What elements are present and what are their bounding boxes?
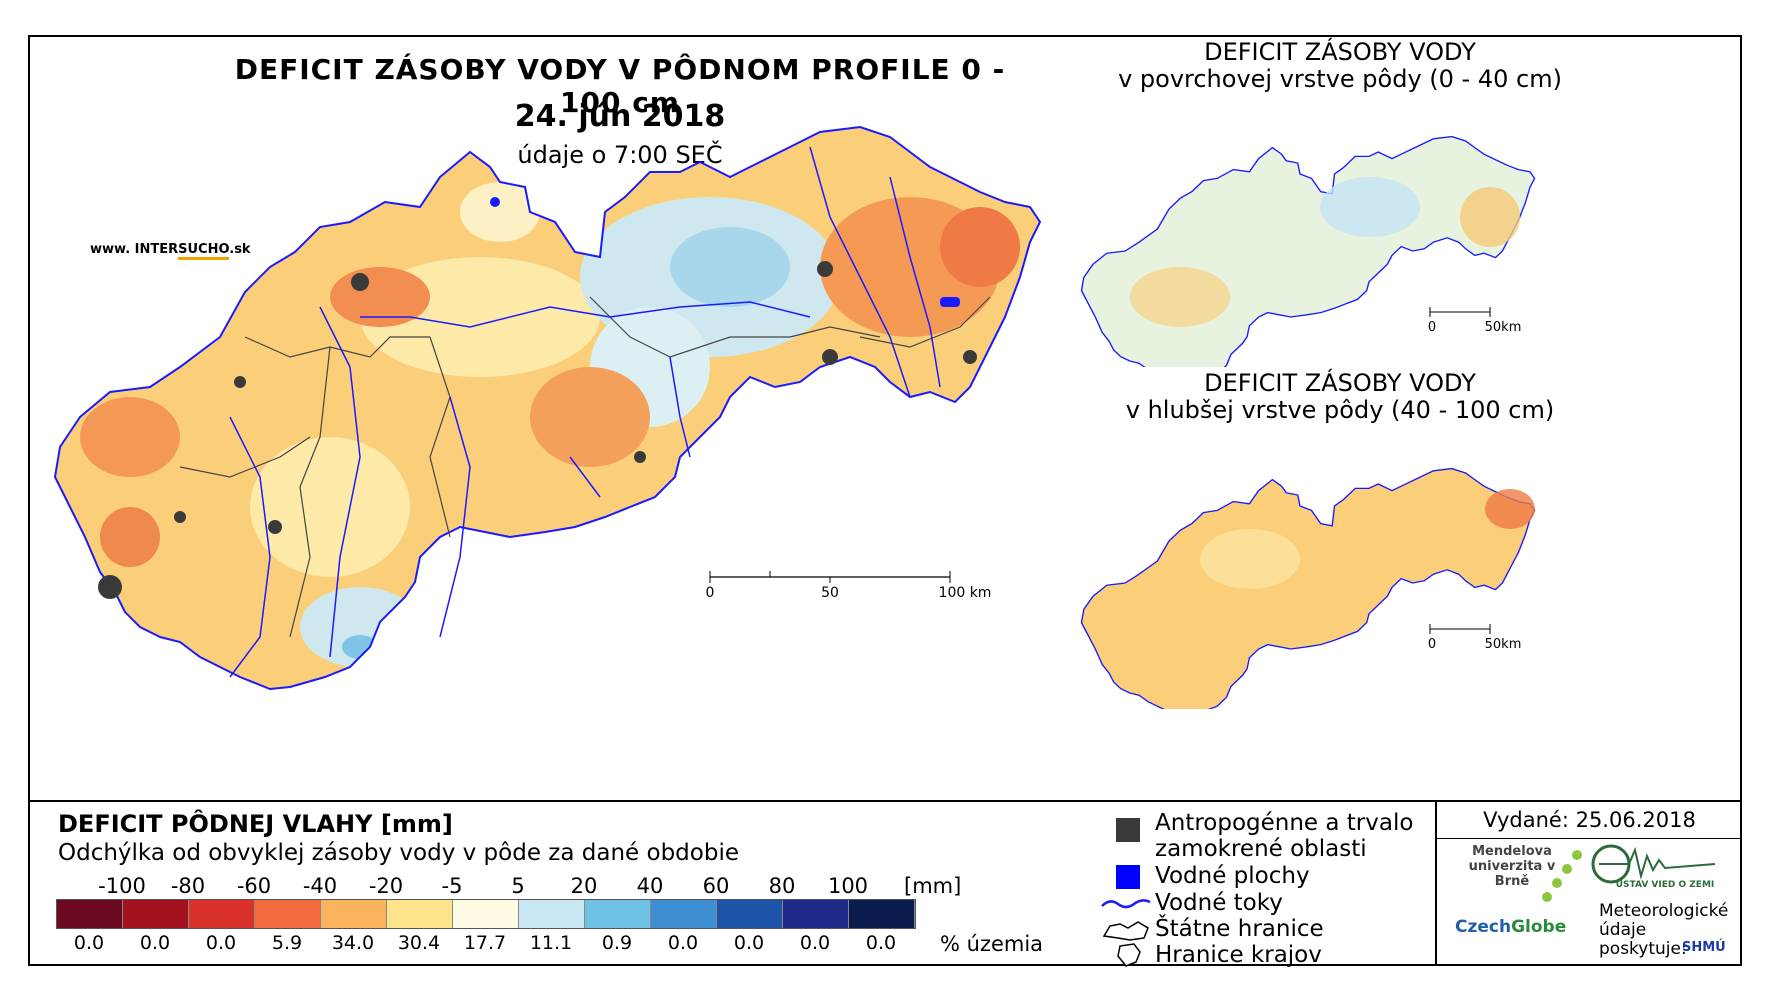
legend-break-label: -100 [98, 874, 146, 898]
water-body-swatch-icon [1116, 865, 1140, 889]
legend-percent-value: 5.9 [271, 932, 303, 954]
map-date: 24. jún 2018 [514, 99, 726, 134]
legend-percent-value: 0.0 [139, 932, 171, 954]
legend-swatch [123, 900, 189, 928]
inset-top-title: DEFICIT ZÁSOBY VODY v povrchovej vrstve … [1118, 38, 1562, 93]
map-time-note: údaje o 7:00 SEČ [517, 141, 723, 169]
legend-break-label: 100 [827, 874, 869, 898]
legend-swatch [453, 900, 519, 928]
legend-break-label: -40 [302, 874, 338, 898]
inset-bottom-title: DEFICIT ZÁSOBY VODY v hlubšej vrstve pôd… [1125, 369, 1555, 424]
map-title: DEFICIT ZÁSOBY VODY V PÔDNOM PROFILE 0 -… [234, 53, 1006, 119]
legend-subtitle: Odchýlka od obvyklej zásoby vody v pôde … [58, 840, 739, 866]
legend-break-label: -80 [170, 874, 206, 898]
inset-bottom-scale-label: 0 [1428, 637, 1436, 652]
legend-percent-label: % územia [940, 932, 1044, 956]
inset-top-map: 0 50km [1080, 135, 1536, 367]
legend-swatch [189, 900, 255, 928]
legend-percent-value: 34.0 [331, 932, 375, 954]
legend-area: DEFICIT PÔDNEJ VLAHY [mm] Odchýlka od ob… [30, 800, 1742, 968]
inset-bottom-map: 0 50km [1080, 467, 1536, 709]
legend-swatch [387, 900, 453, 928]
legend-percent-value: 0.0 [667, 932, 699, 954]
mendel-logo-text: Mendelova univerzita v Brně [1468, 844, 1556, 889]
credits-panel: Vydané: 25.06.2018 Mendelova univerzita … [1435, 802, 1742, 966]
czechglobe-logo: CzechGlobe [1455, 917, 1567, 937]
inset-bottom-scale-bar: 0 50km [1428, 624, 1522, 652]
inset-bottom-scale-label: 50km [1485, 637, 1522, 652]
legend-swatch [321, 900, 387, 928]
legend-break-label: 80 [768, 874, 796, 898]
main-scale-bar: 0 50 100 km [706, 571, 992, 601]
meteo-credit: Meteorologické údaje poskytuje: [1599, 901, 1729, 959]
legend-swatch [57, 900, 123, 928]
main-scale-label: 100 km [939, 585, 992, 601]
inset-top-scale-label: 0 [1428, 320, 1436, 335]
legend-percent-value: 11.1 [529, 932, 573, 954]
legend-break-label: -5 [441, 874, 463, 898]
stream-line-icon [1101, 899, 1151, 909]
legend-break-label: 5 [511, 874, 525, 898]
legend-percent-value: 0.0 [733, 932, 765, 954]
ustav-logo-text: ÚSTAV VIED O ZEMI [1615, 880, 1715, 890]
map-area: DEFICIT ZÁSOBY VODY V PÔDNOM PROFILE 0 -… [30, 37, 1740, 800]
inset-top-scale-label: 50km [1485, 320, 1522, 335]
legend-percent-value: 0.0 [799, 932, 831, 954]
mendel-logo-icon [1542, 850, 1582, 902]
inset-top-scale-bar: 0 50km [1428, 307, 1522, 335]
main-scale-label: 50 [821, 585, 839, 601]
legend-title: DEFICIT PÔDNEJ VLAHY [mm] [58, 810, 453, 838]
legend-break-label: -60 [236, 874, 272, 898]
symbol-legend: Antropogénne a trvalo zamokrené oblasti … [1100, 802, 1420, 968]
legend-percent-value: 0.0 [205, 932, 237, 954]
state-border-icon [1102, 921, 1149, 941]
main-map: 0 50 100 km [54, 126, 1041, 690]
legend-swatch [255, 900, 321, 928]
legend-percent-value: 17.7 [463, 932, 507, 954]
legend-break-label: 20 [570, 874, 598, 898]
legend-break-label: 60 [702, 874, 730, 898]
website-label: www. INTERSUCHO.sk [90, 242, 251, 260]
legend-percent-value: 0.9 [601, 932, 633, 954]
legend-swatch [717, 900, 783, 928]
legend-swatch [651, 900, 717, 928]
main-scale-label: 0 [706, 585, 715, 601]
shmu-logo: SHMÚ [1682, 940, 1726, 955]
legend-swatch [783, 900, 849, 928]
legend-unit: [mm] [904, 874, 962, 898]
legend-break-label: 40 [636, 874, 664, 898]
legend-swatch [849, 900, 915, 928]
legend-break-label: -20 [368, 874, 404, 898]
legend-swatch [585, 900, 651, 928]
map-frame: DEFICIT ZÁSOBY VODY V PÔDNOM PROFILE 0 -… [28, 35, 1742, 968]
legend-swatch [519, 900, 585, 928]
legend-percent-value: 0.0 [865, 932, 897, 954]
regional-border-icon [1117, 943, 1141, 967]
anthropogenic-swatch-icon [1116, 818, 1140, 842]
legend-color-bar [56, 899, 916, 929]
legend-percent-value: 0.0 [73, 932, 105, 954]
ustav-logo-icon [1591, 844, 1716, 884]
legend-percent-value: 30.4 [397, 932, 441, 954]
issued-date: Vydané: 25.06.2018 [1437, 802, 1742, 839]
